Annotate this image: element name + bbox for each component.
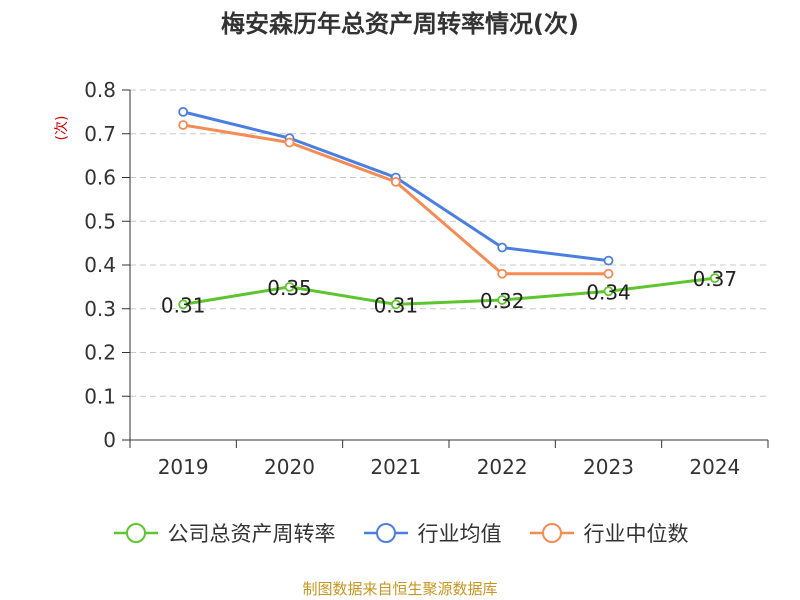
data-point bbox=[603, 286, 614, 297]
legend-marker-icon bbox=[363, 523, 408, 543]
legend: 公司总资产周转率 行业均值 行业中位数 bbox=[0, 518, 800, 548]
data-label: 0.31 bbox=[374, 293, 419, 317]
data-point bbox=[284, 281, 295, 292]
y-axis-label: (次) bbox=[54, 116, 70, 141]
legend-label: 行业中位数 bbox=[583, 522, 689, 546]
y-tick-label: 0.7 bbox=[84, 122, 116, 146]
x-tick-label: 2020 bbox=[264, 455, 315, 479]
x-tick-label: 2023 bbox=[583, 455, 634, 479]
y-tick-label: 0.6 bbox=[84, 166, 116, 190]
legend-item: 行业均值 bbox=[362, 518, 502, 548]
data-label: 0.32 bbox=[480, 289, 525, 313]
data-label: 0.34 bbox=[586, 280, 631, 304]
series bbox=[178, 106, 720, 310]
data-point bbox=[497, 268, 508, 279]
legend-item: 公司总资产周转率 bbox=[112, 518, 336, 548]
y-tick-label: 0.1 bbox=[84, 384, 116, 408]
data-point bbox=[178, 106, 189, 117]
data-label: 0.31 bbox=[161, 293, 206, 317]
x-tick-label: 2022 bbox=[477, 455, 528, 479]
data-label: 0.35 bbox=[267, 276, 312, 300]
x-tick-label: 2021 bbox=[370, 455, 421, 479]
x-tick-label: 2019 bbox=[158, 455, 209, 479]
data-point bbox=[603, 255, 614, 266]
legend-marker-icon bbox=[113, 523, 158, 543]
data-point bbox=[497, 295, 508, 305]
legend-item: 行业中位数 bbox=[528, 518, 689, 548]
x-tick-label: 2024 bbox=[689, 455, 740, 479]
data-point bbox=[178, 299, 189, 310]
chart-title: 梅安森历年总资产周转率情况(次) bbox=[221, 10, 579, 38]
data-labels: 0.31 0.35 0.31 0.32 0.34 0.37 bbox=[161, 267, 737, 317]
legend-marker-icon bbox=[529, 523, 574, 543]
grid-lines bbox=[130, 89, 768, 397]
data-point bbox=[284, 137, 295, 148]
y-tick-label: 0.8 bbox=[84, 78, 116, 102]
y-tick-label: 0 bbox=[103, 428, 116, 452]
series-line bbox=[182, 276, 716, 306]
source-note: 制图数据来自恒生聚源数据库 bbox=[302, 580, 498, 598]
data-point bbox=[603, 268, 614, 279]
legend-label: 行业均值 bbox=[417, 522, 502, 546]
legend-label: 公司总资产周转率 bbox=[167, 522, 336, 546]
axes: 0 0.1 0.2 0.3 0.4 0.5 0.6 0.7 0.8 2019 2020 2021 202… bbox=[54, 78, 769, 479]
y-tick-label: 0.3 bbox=[84, 297, 116, 321]
y-tick-label: 0.4 bbox=[84, 253, 116, 277]
y-tick-label: 0.5 bbox=[84, 209, 116, 233]
data-label: 0.37 bbox=[693, 267, 738, 291]
data-point bbox=[178, 120, 189, 130]
data-point bbox=[709, 273, 720, 284]
y-tick-label: 0.2 bbox=[84, 341, 116, 365]
data-point bbox=[390, 176, 401, 187]
data-point bbox=[497, 242, 508, 253]
data-point bbox=[390, 299, 401, 310]
